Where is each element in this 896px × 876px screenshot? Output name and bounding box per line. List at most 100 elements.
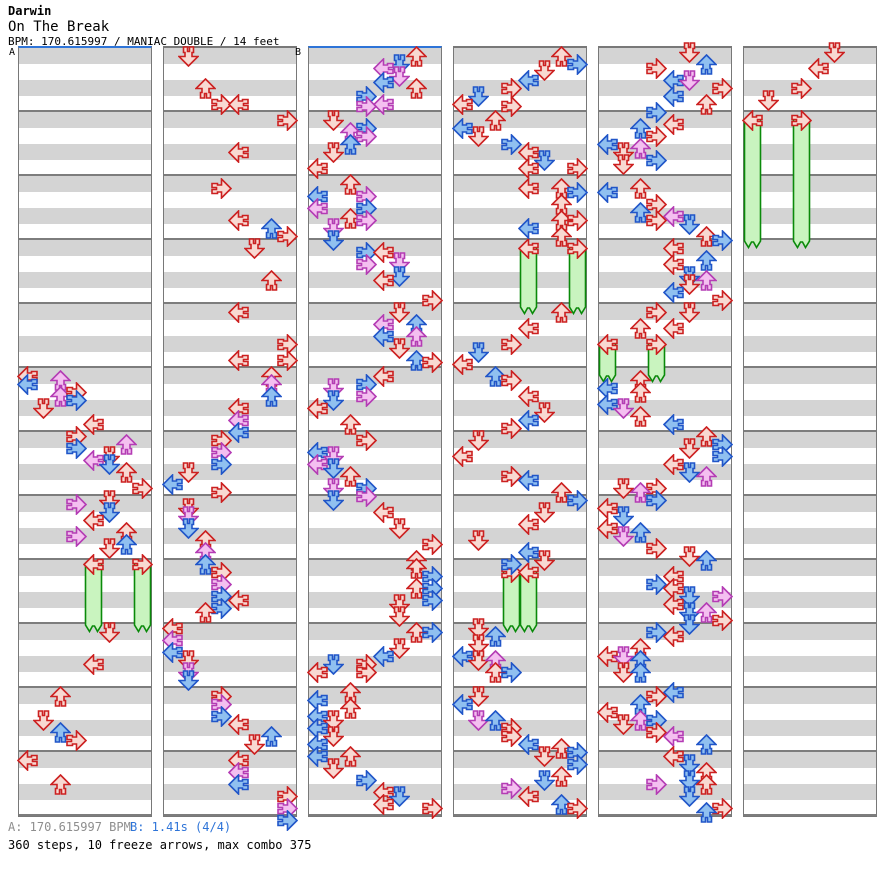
note-arrow-l-blue	[306, 733, 328, 755]
note-arrow-l-blue	[517, 469, 539, 491]
note-arrow-r-pink	[356, 95, 378, 117]
note-arrow-l-red	[596, 645, 618, 667]
note-arrow-l-red	[662, 593, 684, 615]
note-arrow-l-blue	[596, 133, 618, 155]
note-arrow-r-red	[211, 93, 233, 115]
note-arrow-l-red	[517, 157, 539, 179]
note-arrow-r-red	[211, 481, 233, 503]
note-arrow-l-blue	[306, 705, 328, 727]
note-arrow-r-red	[567, 209, 589, 231]
note-arrow-l-blue	[372, 71, 394, 93]
note-arrow-l-pink	[372, 93, 394, 115]
note-arrow-d-blue	[468, 341, 490, 363]
note-arrow-d-blue	[323, 653, 345, 675]
note-arrow-u-red	[405, 621, 427, 643]
note-arrow-d-red	[679, 437, 701, 459]
note-arrow-d-red	[679, 41, 701, 63]
note-arrow-d-red	[389, 301, 411, 323]
note-arrow-u-red	[49, 773, 71, 795]
note-arrow-u-red	[339, 465, 361, 487]
note-arrow-r-red	[567, 157, 589, 179]
note-arrow-r-blue	[567, 181, 589, 203]
song-artist: Darwin	[8, 4, 52, 18]
freeze-arrow-body	[84, 562, 103, 637]
note-arrow-r-red	[791, 77, 813, 99]
note-arrow-r-red	[501, 333, 523, 355]
note-arrow-d-blue	[99, 453, 121, 475]
note-arrow-r-blue	[646, 709, 668, 731]
note-arrow-r-pink	[712, 585, 734, 607]
note-arrow-u-blue	[484, 625, 506, 647]
note-arrow-r-blue	[646, 489, 668, 511]
note-arrow-l-pink	[82, 449, 104, 471]
note-arrow-l-red	[662, 453, 684, 475]
note-arrow-l-red	[517, 177, 539, 199]
note-arrow-r-blue	[211, 585, 233, 607]
note-arrow-d-blue	[389, 265, 411, 287]
note-arrow-u-blue	[629, 117, 651, 139]
note-arrow-r-red	[66, 729, 88, 751]
note-arrow-l-red	[372, 241, 394, 263]
note-arrow-d-blue	[679, 461, 701, 483]
note-arrow-l-blue	[517, 409, 539, 431]
note-arrow-r-blue	[567, 753, 589, 775]
note-arrow-u-red	[550, 225, 572, 247]
note-arrow-d-pink	[389, 65, 411, 87]
note-arrow-r-pink	[211, 573, 233, 595]
note-arrow-u-blue	[49, 721, 71, 743]
note-arrow-l-blue	[451, 645, 473, 667]
note-arrow-u-blue	[695, 801, 717, 823]
note-arrow-d-blue	[468, 85, 490, 107]
note-arrow-r-red	[646, 193, 668, 215]
note-arrow-r-red	[646, 209, 668, 231]
note-arrow-r-blue	[646, 101, 668, 123]
note-arrow-d-red	[468, 685, 490, 707]
note-arrow-d-red	[389, 637, 411, 659]
note-arrow-d-pink	[613, 525, 635, 547]
note-arrow-r-pink	[646, 773, 668, 795]
note-arrow-l-blue	[662, 281, 684, 303]
note-arrow-u-blue	[115, 533, 137, 555]
note-arrow-d-blue	[679, 769, 701, 791]
note-arrow-d-blue	[323, 489, 345, 511]
note-arrow-l-pink	[227, 409, 249, 431]
note-arrow-d-blue	[178, 669, 200, 691]
note-arrow-d-blue	[613, 505, 635, 527]
note-arrow-r-red	[422, 533, 444, 555]
note-arrow-r-red	[712, 609, 734, 631]
note-arrow-d-red	[613, 153, 635, 175]
note-arrow-l-red	[517, 785, 539, 807]
note-arrow-l-red	[227, 141, 249, 163]
note-arrow-l-red	[372, 501, 394, 523]
note-arrow-r-red	[646, 721, 668, 743]
event-marker-label-b: B	[295, 47, 302, 58]
note-arrow-u-red	[405, 45, 427, 67]
freeze-arrow-body	[598, 342, 617, 387]
note-arrow-u-blue	[629, 201, 651, 223]
note-arrow-d-blue	[534, 149, 556, 171]
note-arrow-u-red	[629, 177, 651, 199]
note-arrow-r-red	[646, 537, 668, 559]
note-arrow-d-blue	[99, 501, 121, 523]
note-arrow-u-pink	[695, 601, 717, 623]
note-arrow-u-red	[405, 577, 427, 599]
freeze-arrow-head	[741, 109, 763, 131]
note-arrow-u-red	[695, 225, 717, 247]
note-arrow-r-pink	[356, 253, 378, 275]
note-arrow-u-blue	[550, 793, 572, 815]
note-arrow-u-red	[339, 745, 361, 767]
note-arrow-r-blue	[501, 133, 523, 155]
note-arrow-l-blue	[306, 689, 328, 711]
note-arrow-u-red	[550, 301, 572, 323]
chart-column-1	[16, 46, 154, 817]
note-arrow-l-pink	[662, 205, 684, 227]
note-arrow-l-red	[227, 713, 249, 735]
note-arrow-r-red	[277, 333, 299, 355]
note-arrow-l-blue	[517, 541, 539, 563]
note-arrow-u-blue	[260, 385, 282, 407]
note-arrow-u-red	[550, 209, 572, 231]
note-arrow-d-blue	[679, 753, 701, 775]
note-arrow-l-pink	[161, 629, 183, 651]
note-arrow-r-blue	[646, 149, 668, 171]
note-arrow-d-pink	[679, 69, 701, 91]
